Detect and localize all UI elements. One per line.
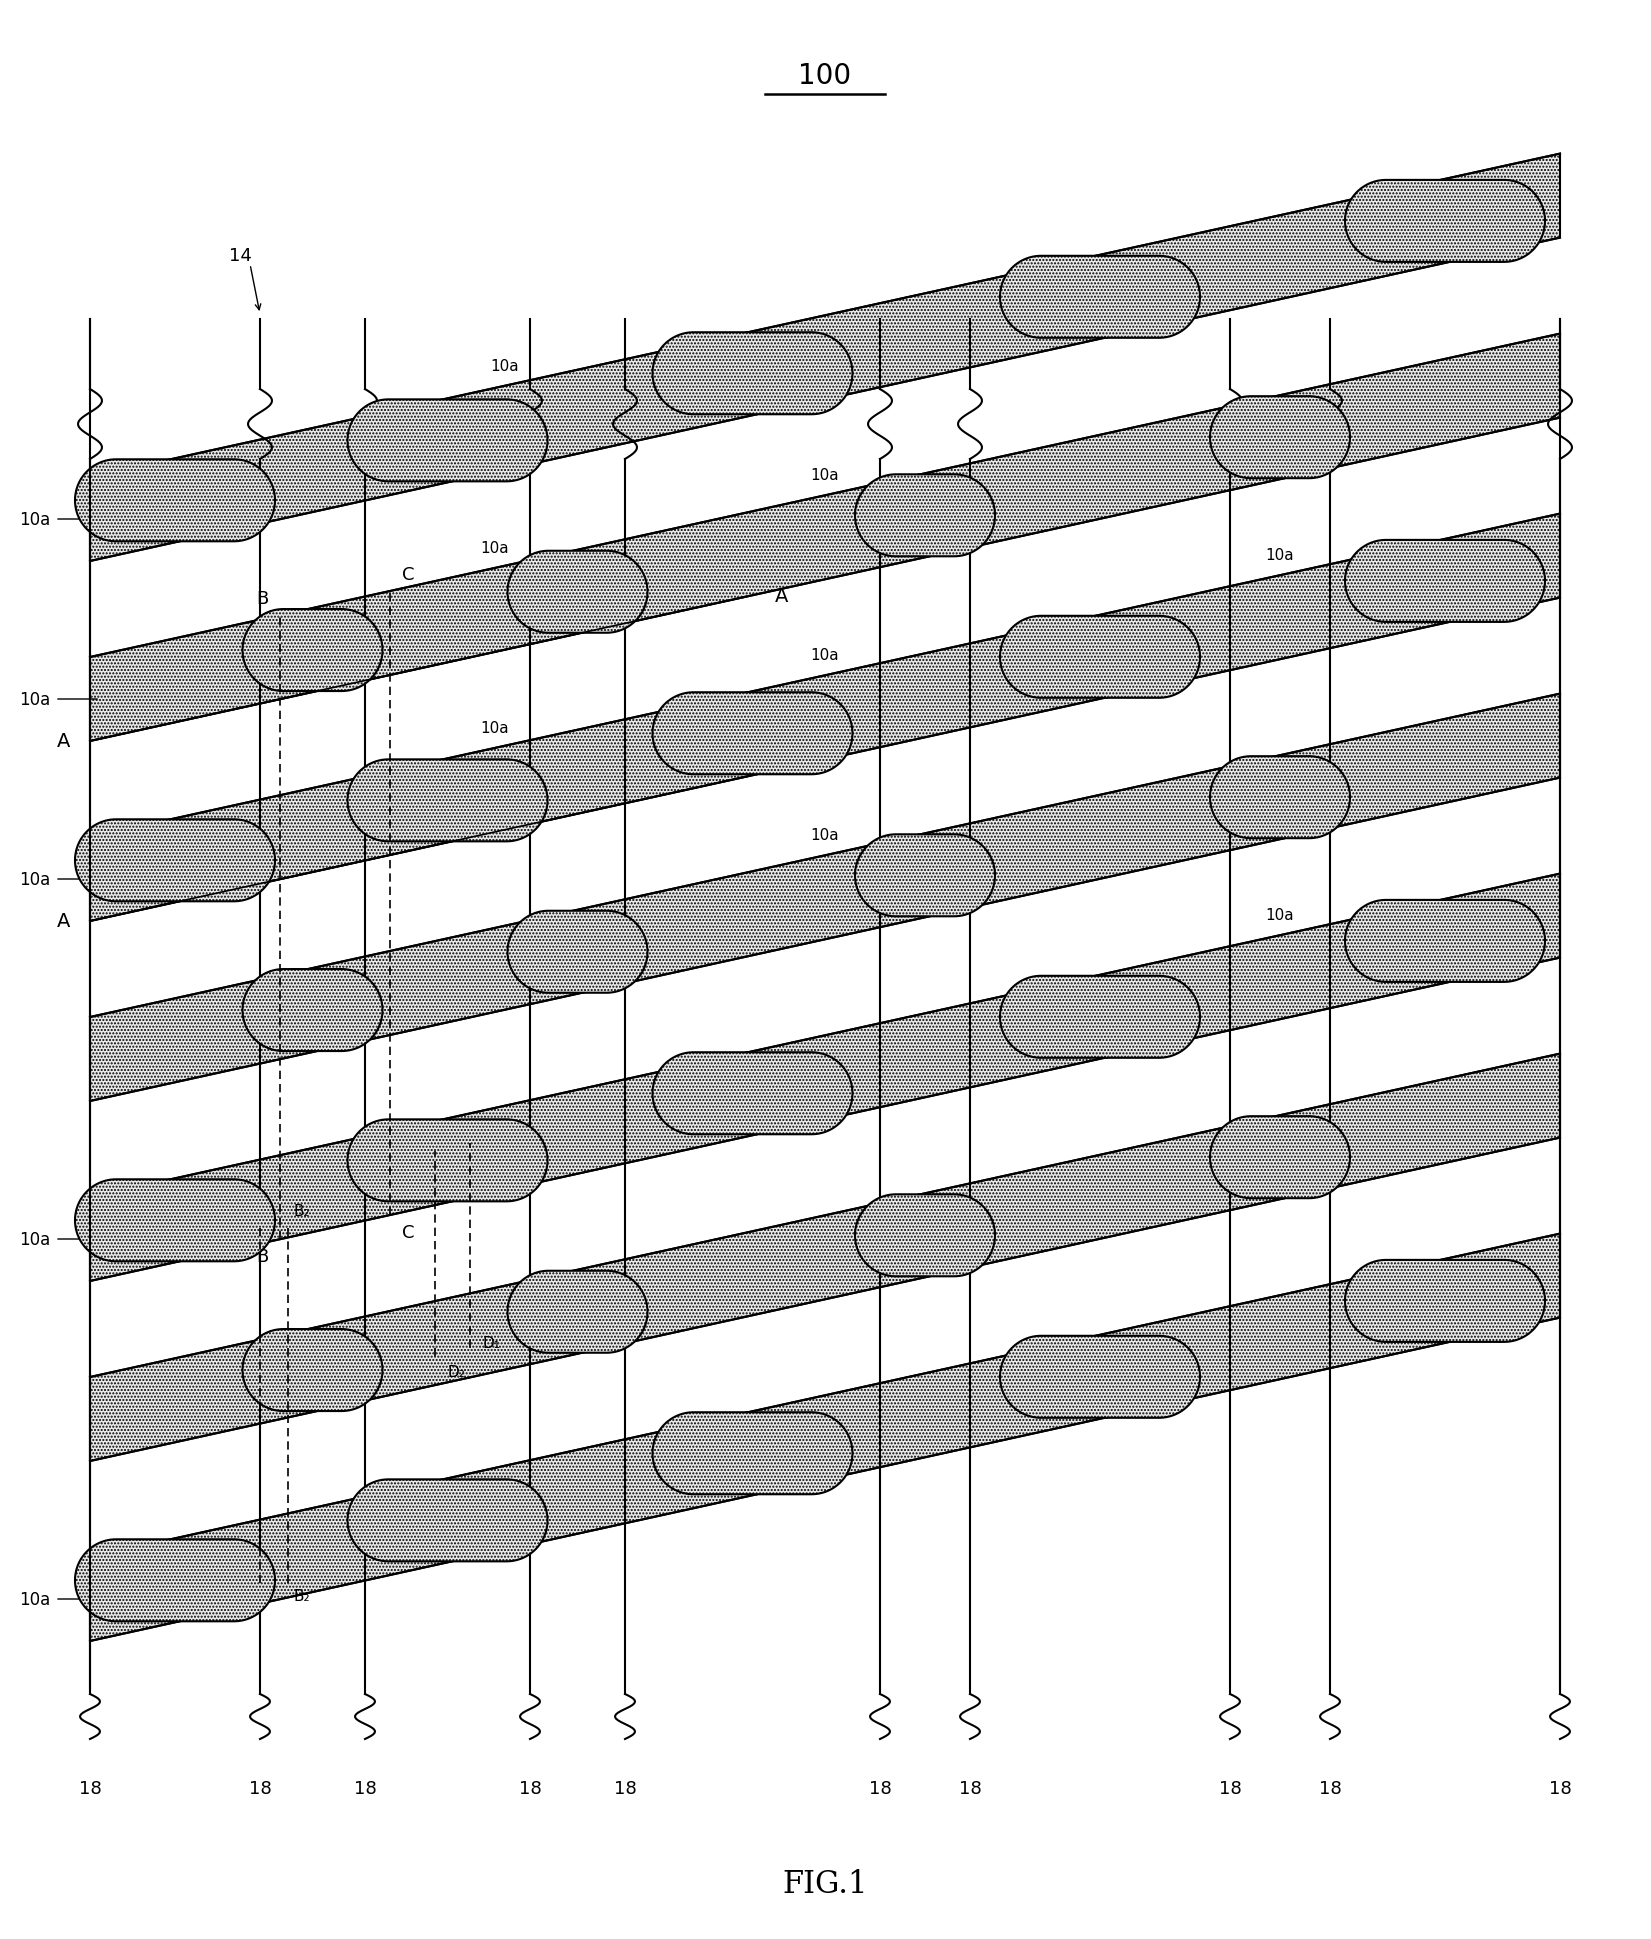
Polygon shape xyxy=(91,334,1560,741)
Polygon shape xyxy=(1001,977,1200,1059)
Text: 18: 18 xyxy=(353,1780,376,1797)
Text: 18: 18 xyxy=(959,1780,981,1797)
Polygon shape xyxy=(243,609,383,692)
Polygon shape xyxy=(507,911,647,993)
Text: A: A xyxy=(56,911,69,931)
Text: D₂: D₂ xyxy=(447,1363,466,1379)
Polygon shape xyxy=(507,1272,647,1353)
Text: B: B xyxy=(256,589,267,609)
Text: 10a: 10a xyxy=(18,1231,50,1249)
Polygon shape xyxy=(74,820,276,902)
Text: 10a: 10a xyxy=(811,467,839,483)
Text: D₁: D₁ xyxy=(482,1336,500,1351)
Polygon shape xyxy=(1346,541,1545,622)
Text: 100: 100 xyxy=(799,62,852,89)
Polygon shape xyxy=(91,1055,1560,1462)
Polygon shape xyxy=(91,874,1560,1282)
Polygon shape xyxy=(91,514,1560,921)
Text: 10a: 10a xyxy=(18,871,50,888)
Polygon shape xyxy=(855,836,996,917)
Text: 10a: 10a xyxy=(18,690,50,708)
Text: B₁: B₁ xyxy=(238,1231,254,1245)
Text: 10a: 10a xyxy=(480,541,509,556)
Polygon shape xyxy=(1210,756,1351,840)
Polygon shape xyxy=(1001,1336,1200,1417)
Polygon shape xyxy=(652,334,852,415)
Polygon shape xyxy=(347,399,548,483)
Polygon shape xyxy=(347,1119,548,1202)
Text: B₂: B₂ xyxy=(292,1588,310,1604)
Polygon shape xyxy=(1346,900,1545,983)
Text: C: C xyxy=(401,1224,414,1241)
Polygon shape xyxy=(507,551,647,634)
Text: D₂: D₂ xyxy=(447,1128,466,1142)
Text: 10a: 10a xyxy=(18,1590,50,1607)
Polygon shape xyxy=(652,1412,852,1495)
Polygon shape xyxy=(347,760,548,842)
Text: A: A xyxy=(774,588,789,607)
Text: B₁: B₁ xyxy=(238,1565,254,1580)
Text: 10a: 10a xyxy=(18,510,50,529)
Text: FIG.1: FIG.1 xyxy=(783,1867,868,1898)
Polygon shape xyxy=(1346,1260,1545,1342)
Polygon shape xyxy=(347,1479,548,1561)
Text: 10a: 10a xyxy=(1266,549,1294,562)
Polygon shape xyxy=(652,1053,852,1134)
Text: 18: 18 xyxy=(868,1780,892,1797)
Polygon shape xyxy=(855,475,996,556)
Polygon shape xyxy=(652,692,852,776)
Polygon shape xyxy=(855,1194,996,1276)
Text: 10a: 10a xyxy=(811,648,839,663)
Text: B: B xyxy=(256,1247,267,1266)
Text: 18: 18 xyxy=(1319,1780,1341,1797)
Text: C: C xyxy=(401,566,414,584)
Text: 10a: 10a xyxy=(811,828,839,843)
Text: A: A xyxy=(56,733,69,750)
Text: 10a: 10a xyxy=(490,359,520,374)
Polygon shape xyxy=(91,1233,1560,1640)
Text: 18: 18 xyxy=(249,1780,271,1797)
Text: 18: 18 xyxy=(1218,1780,1242,1797)
Text: D₁: D₁ xyxy=(482,1140,500,1156)
Polygon shape xyxy=(1001,256,1200,339)
Polygon shape xyxy=(74,1179,276,1262)
Polygon shape xyxy=(1210,397,1351,479)
Polygon shape xyxy=(74,1540,276,1621)
Text: 18: 18 xyxy=(518,1780,542,1797)
Text: 18: 18 xyxy=(1549,1780,1572,1797)
Polygon shape xyxy=(91,155,1560,562)
Text: 18: 18 xyxy=(614,1780,636,1797)
Text: B₂: B₂ xyxy=(292,1202,310,1218)
Text: 18: 18 xyxy=(79,1780,101,1797)
Polygon shape xyxy=(1346,180,1545,264)
Text: 14: 14 xyxy=(228,246,251,266)
Polygon shape xyxy=(243,970,383,1051)
Polygon shape xyxy=(74,460,276,543)
Polygon shape xyxy=(1210,1117,1351,1198)
Text: 10a: 10a xyxy=(1266,907,1294,923)
Polygon shape xyxy=(1001,617,1200,698)
Polygon shape xyxy=(91,694,1560,1101)
Polygon shape xyxy=(243,1330,383,1412)
Text: 10a: 10a xyxy=(480,721,509,735)
